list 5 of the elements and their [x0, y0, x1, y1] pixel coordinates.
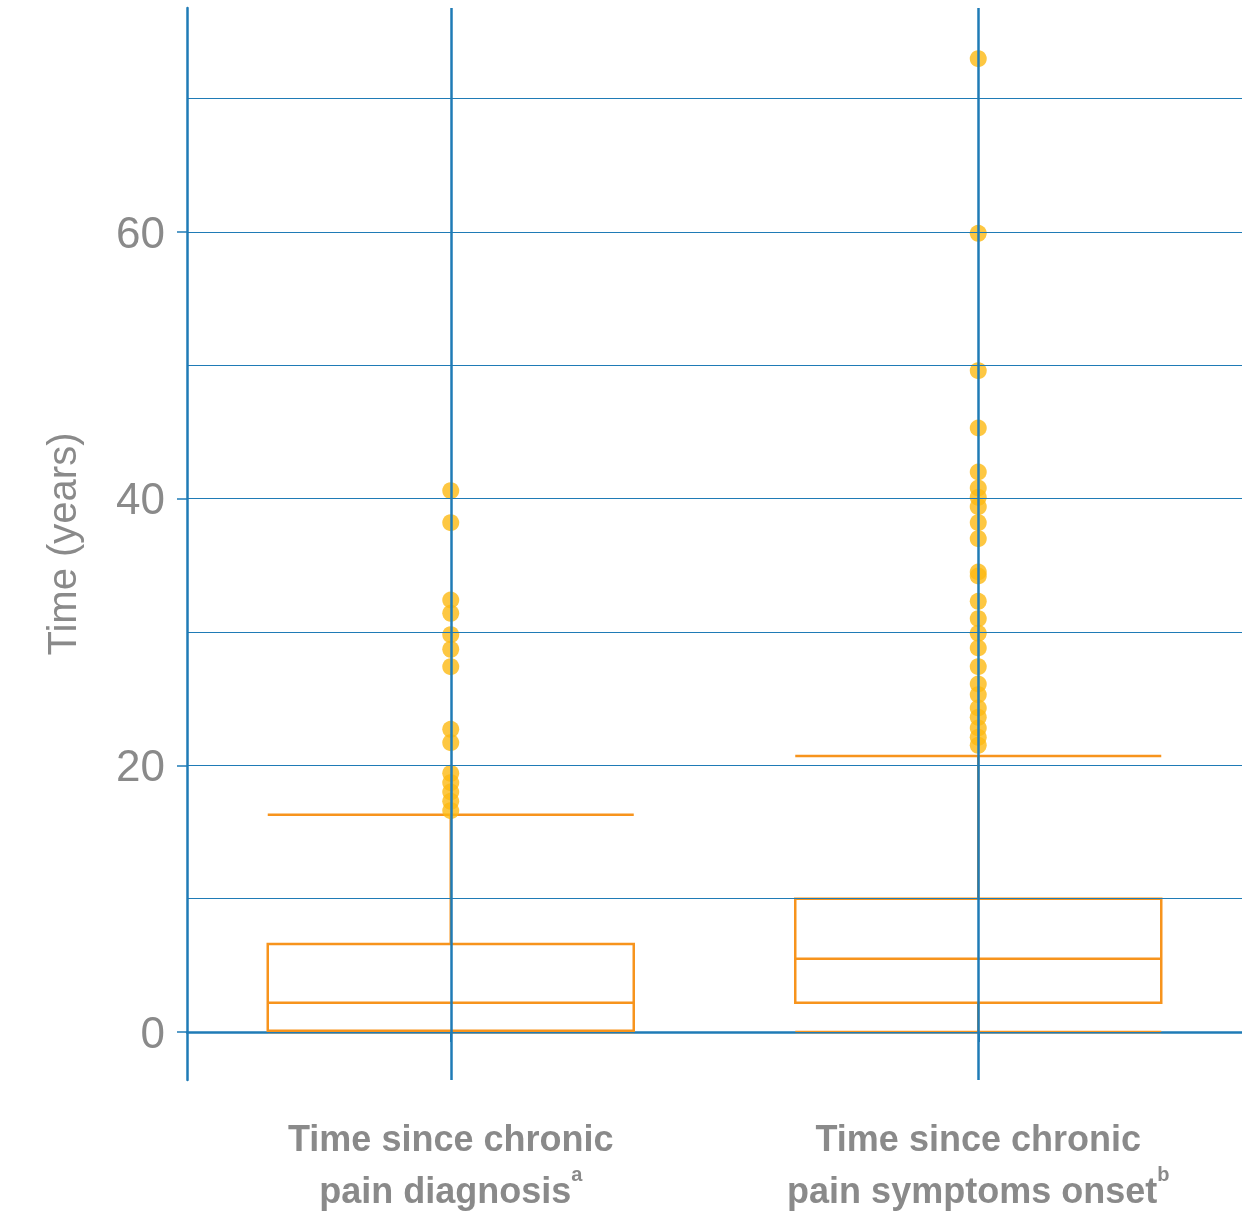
y-tick-label: 40	[116, 474, 165, 524]
y-axis-title: Time (years)	[40, 432, 84, 656]
y-tick-label: 60	[116, 207, 165, 257]
y-tick-label: 20	[116, 740, 165, 790]
y-tick-label: 0	[140, 1007, 165, 1057]
